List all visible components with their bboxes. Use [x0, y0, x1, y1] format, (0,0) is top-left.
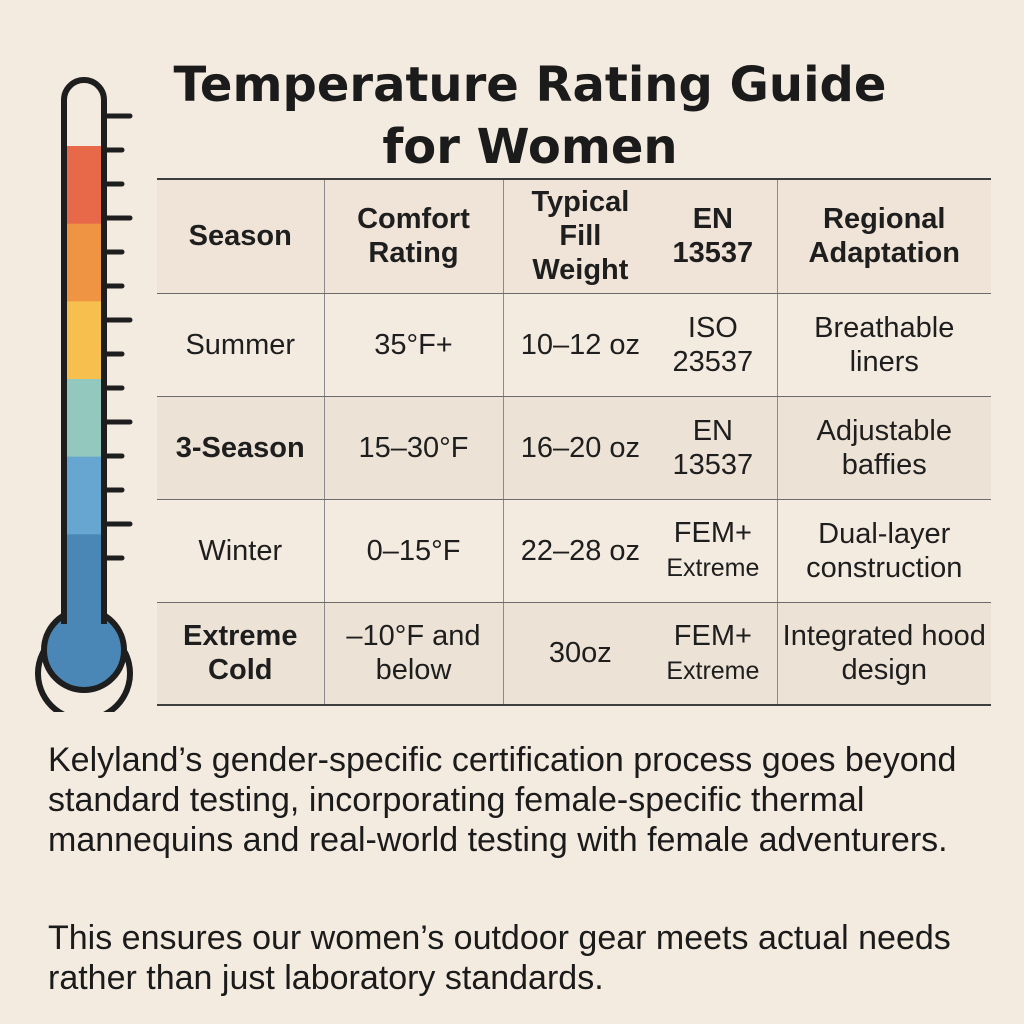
- title-line-1: Temperature Rating Guide: [173, 57, 887, 114]
- row-standard-main: FEM+: [673, 619, 752, 652]
- row-standard: ISO 23537: [672, 311, 754, 378]
- thermometer-icon: [35, 77, 133, 712]
- thermometer-ticks: [103, 113, 133, 561]
- temperature-table: Season Comfort Rating Typical Fill Weigh…: [157, 178, 991, 706]
- row-standard: EN 13537: [672, 414, 754, 481]
- row-comfort: 15–30°F: [323, 395, 504, 500]
- thermometer-band: [67, 456, 101, 535]
- row-fill-standard: 30oz FEM+ Extreme: [502, 601, 778, 706]
- table-row: Winter 0–15°F 22–28 oz FEM+ Extreme Dual…: [157, 498, 991, 603]
- row-comfort: 35°F+: [323, 292, 504, 397]
- header-season: Season: [157, 178, 325, 294]
- row-fill-standard: 16–20 oz EN 13537: [502, 395, 778, 500]
- row-standard: FEM+ Extreme: [653, 516, 772, 585]
- row-fill: 16–20 oz: [520, 431, 641, 464]
- header-fill-weight: Typical Fill Weight: [531, 186, 630, 287]
- thermometer-band: [67, 146, 101, 225]
- row-season: 3-Season: [157, 395, 325, 500]
- row-regional: Adjustable baffies: [776, 395, 991, 500]
- row-comfort: 0–15°F: [323, 498, 504, 603]
- row-fill: 30oz: [548, 637, 612, 670]
- row-standard: FEM+ Extreme: [653, 619, 772, 688]
- row-regional: Integrated hood design: [776, 601, 991, 706]
- row-fill: 22–28 oz: [520, 534, 641, 567]
- header-standard: EN 13537: [672, 203, 754, 269]
- title-line-2: for Women: [382, 119, 678, 176]
- thermometer-band: [67, 223, 101, 302]
- thermometer-bands: [67, 146, 101, 613]
- row-regional: Dual-layer construction: [776, 498, 991, 603]
- table-row: Extreme Cold –10°F and below 30oz FEM+ E…: [157, 601, 991, 706]
- table-row: Summer 35°F+ 10–12 oz ISO 23537 Breathab…: [157, 292, 991, 397]
- row-standard-sub: Extreme: [666, 656, 760, 685]
- row-standard-main: FEM+: [673, 517, 752, 549]
- row-standard-sub: Extreme: [666, 554, 760, 582]
- row-fill: 10–12 oz: [520, 328, 641, 361]
- row-fill-standard: 10–12 oz ISO 23537: [502, 292, 778, 397]
- row-season: Winter: [157, 498, 325, 603]
- certification-paragraph: Kelyland’s gender-specific certification…: [48, 741, 957, 859]
- header-comfort-rating: Comfort Rating: [323, 178, 504, 294]
- ensures-paragraph: This ensures our women’s outdoor gear me…: [48, 919, 951, 997]
- row-comfort: –10°F and below: [323, 601, 504, 706]
- row-regional: Breathable liners: [776, 292, 991, 397]
- row-fill-standard: 22–28 oz FEM+ Extreme: [502, 498, 778, 603]
- header-regional-adaptation: Regional Adaptation: [776, 178, 991, 294]
- thermometer-band: [67, 301, 101, 380]
- table-row: 3-Season 15–30°F 16–20 oz EN 13537 Adjus…: [157, 395, 991, 500]
- header-fill-and-standard: Typical Fill Weight EN 13537: [502, 178, 778, 294]
- row-season: Extreme Cold: [157, 601, 325, 706]
- page-title: Temperature Rating Guide for Women: [160, 54, 900, 178]
- row-season: Summer: [157, 292, 325, 397]
- table-header-row: Season Comfort Rating Typical Fill Weigh…: [157, 178, 991, 294]
- thermometer-band: [67, 379, 101, 458]
